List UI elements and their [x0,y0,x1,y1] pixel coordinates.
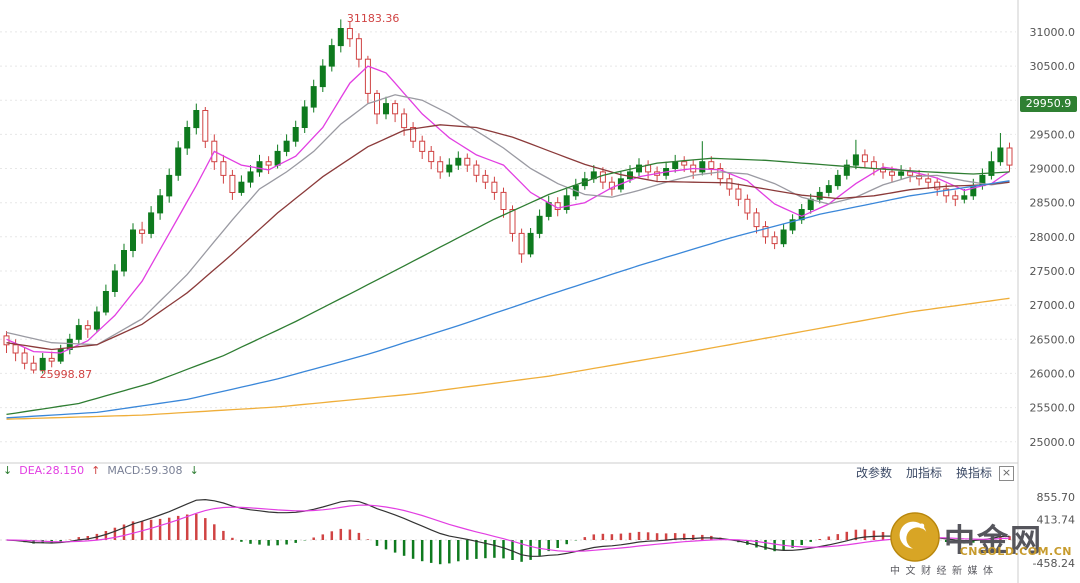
high-price-annotation: 31183.36 [346,12,400,26]
macd-axis-labels: 855.70 413.74 -458.24 [1033,491,1075,570]
svg-text:26500.0: 26500.0 [1030,333,1076,346]
svg-text:29000.0: 29000.0 [1030,163,1076,176]
watermark-row: 中金网 [890,512,1072,562]
watermark: 中金网 CNGOLD.COM.CN 中文财经新媒体 [890,512,1072,577]
brand-tagline: 中文财经新媒体 [890,566,999,577]
ma-line-maroon [6,124,1010,351]
indicator-toolbar: 改参数 加指标 换指标 [856,464,992,481]
cngold-logo-icon [890,512,940,562]
price-axis-labels: 31000.0 30500.0 29500.0 29000.0 28500.0 28000… [1030,26,1076,449]
macd-layer[interactable] [0,498,1016,565]
macd-arrow-icon: ↓ [189,464,199,477]
ma-line-gray [6,94,1010,346]
macd-value: MACD:59.308 [107,464,183,477]
ma-line-green [6,157,1010,416]
add-indicator-button[interactable]: 加指标 [905,466,942,480]
ma-line-orange [6,297,1010,420]
last-price-badge: 29950.9 [1020,95,1077,112]
ma-line-magenta [6,65,1010,354]
ma-line-blue [6,180,1010,419]
ma-lines-layer [6,65,1010,420]
svg-text:31000.0: 31000.0 [1030,26,1076,39]
svg-text:25500.0: 25500.0 [1030,402,1076,415]
low-price-annotation: 25998.87 [39,367,93,381]
svg-text:29500.0: 29500.0 [1030,128,1076,141]
dea-arrow-icon: ↑ [91,464,101,477]
brand-name: 中金网 [944,522,1043,559]
svg-text:28000.0: 28000.0 [1030,231,1076,244]
svg-text:413.74: 413.74 [1037,513,1076,526]
price-gridlines [0,31,1016,443]
brand-domain: CNGOLD.COM.CN [959,545,1072,558]
close-indicator-button[interactable]: × [999,466,1014,481]
dif-line [6,498,1010,557]
svg-text:28500.0: 28500.0 [1030,197,1076,210]
svg-text:30500.0: 30500.0 [1030,60,1076,73]
dea-value: DEA:28.150 [19,464,85,477]
macd-prefix-arrow-icon: ↓ [3,464,13,477]
svg-text:855.70: 855.70 [1037,491,1076,504]
svg-text:27000.0: 27000.0 [1030,299,1076,312]
svg-text:26000.0: 26000.0 [1030,367,1076,380]
macd-header: ↓ DEA:28.150 ↑ MACD:59.308 ↓ [3,464,199,477]
dea-line [6,504,1010,552]
svg-text:25000.0: 25000.0 [1030,436,1076,449]
change-params-button[interactable]: 改参数 [855,466,892,480]
switch-indicator-button[interactable]: 换指标 [955,466,992,480]
svg-text:-458.24: -458.24 [1033,557,1075,570]
svg-text:27500.0: 27500.0 [1030,265,1076,278]
